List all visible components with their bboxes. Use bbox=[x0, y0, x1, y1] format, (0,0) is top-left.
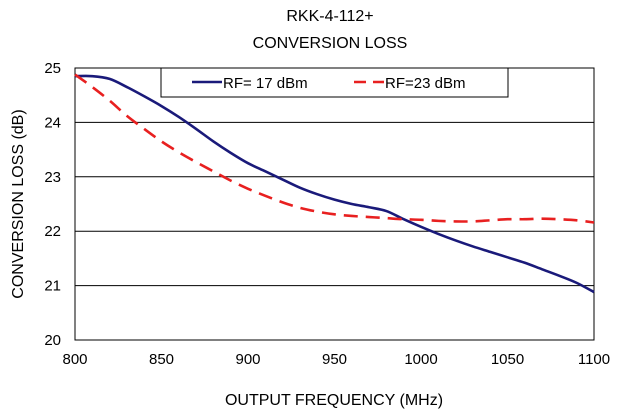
x-tick-label-3: 950 bbox=[322, 351, 347, 368]
x-tick-label-5: 1050 bbox=[491, 351, 524, 368]
plot-frame bbox=[74, 67, 595, 341]
x-tick-label-4: 1000 bbox=[404, 351, 437, 368]
y-tick-label-3: 23 bbox=[44, 169, 61, 186]
chart-title: RKK-4-112+ bbox=[286, 8, 373, 25]
grid-lines bbox=[75, 121, 594, 287]
x-tick-label-2: 900 bbox=[235, 351, 260, 368]
series-lines bbox=[74, 73, 595, 294]
x-tick-label-0: 800 bbox=[62, 351, 87, 368]
chart-subtitle: CONVERSION LOSS bbox=[253, 35, 408, 52]
x-axis-label: OUTPUT FREQUENCY (MHz) bbox=[225, 392, 443, 409]
y-tick-label-4: 24 bbox=[44, 114, 61, 131]
y-tick-label-2: 22 bbox=[44, 223, 61, 240]
x-tick-label-6: 1100 bbox=[578, 351, 610, 368]
y-tick-label-1: 21 bbox=[44, 278, 61, 295]
series-line-1 bbox=[74, 73, 595, 224]
legend-label-rf17: RF= 17 dBm bbox=[223, 75, 308, 92]
y-tick-label-5: 25 bbox=[44, 60, 61, 77]
series-line-0 bbox=[74, 74, 595, 294]
tick-labels: 20 21 22 23 24 25 800 850 900 950 1000 1050 1100 bbox=[44, 60, 610, 368]
x-tick-label-1: 850 bbox=[149, 351, 174, 368]
y-axis-label: CONVERSION LOSS (dB) bbox=[10, 109, 27, 298]
legend-label-rf23: RF=23 dBm bbox=[385, 75, 465, 92]
legend: RF= 17 dBm RF=23 dBm bbox=[160, 67, 509, 98]
y-tick-label-0: 20 bbox=[44, 332, 61, 349]
